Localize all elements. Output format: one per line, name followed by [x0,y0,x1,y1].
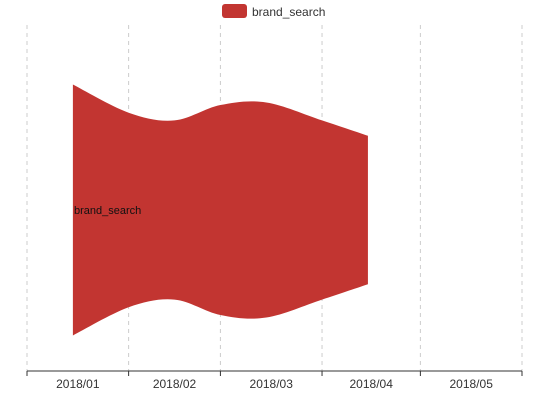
time-axis: 2018/01 2018/02 2018/03 2018/04 2018/05 [26,370,523,391]
x-tick-label: 2018/03 [250,377,294,391]
legend[interactable]: brand_search [222,4,325,19]
series-label-brand-search: brand_search [74,205,141,217]
stream-brand-search[interactable] [72,84,368,336]
x-tick-label: 2018/05 [449,377,493,391]
stream-layer [72,84,368,336]
legend-label-brand-search[interactable]: brand_search [252,5,325,19]
x-tick-label: 2018/04 [350,377,394,391]
x-tick-label: 2018/02 [153,377,197,391]
x-tick-label: 2018/01 [56,377,100,391]
legend-swatch-brand-search[interactable] [222,4,247,18]
